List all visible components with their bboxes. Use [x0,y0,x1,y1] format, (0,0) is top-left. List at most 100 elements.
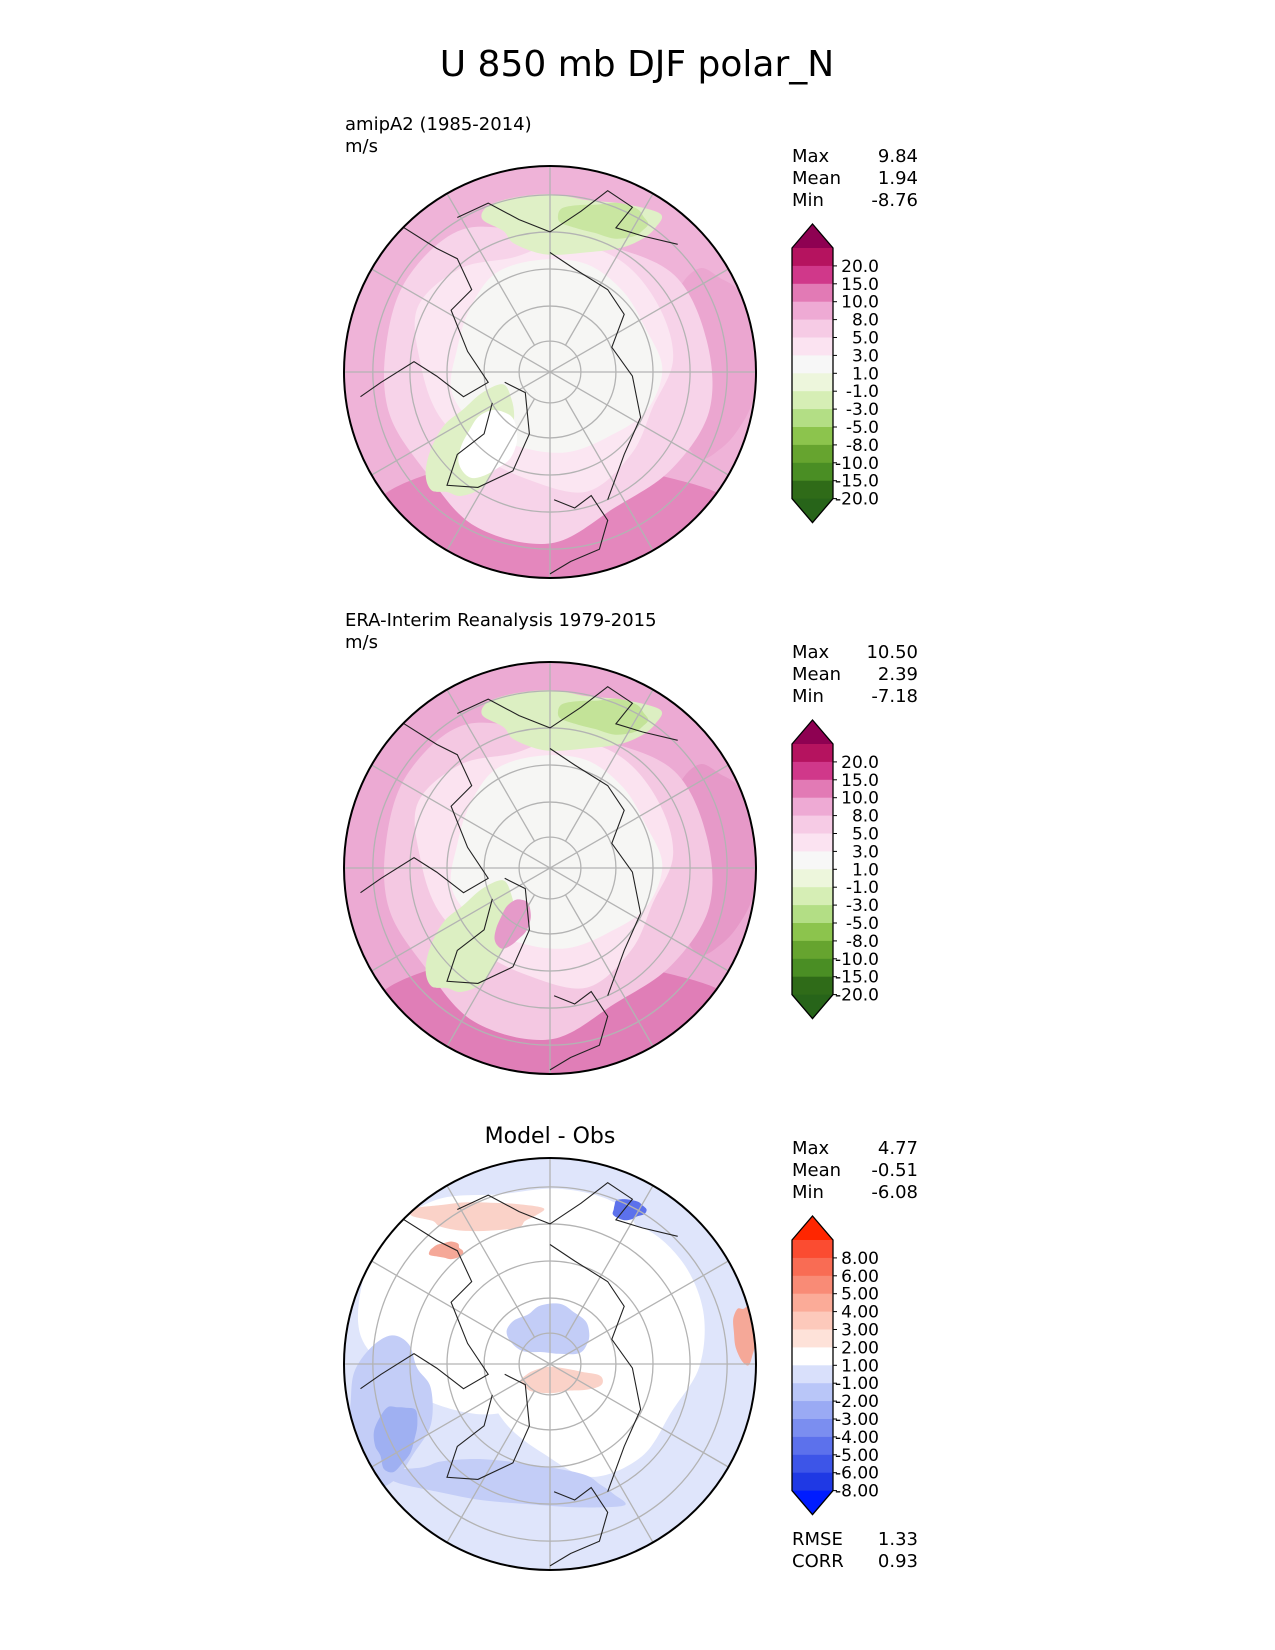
polar-map [343,1157,757,1571]
panel-heading: amipA2 (1985-2014) [345,114,532,135]
panel-heading: Model - Obs [485,1124,616,1149]
colorbar-segment [792,462,833,482]
coastline [549,1486,609,1567]
field-blue-spot [612,1199,647,1221]
colorbar-segment [792,409,833,428]
colorbar-segment [792,283,833,303]
colorbar: 8.006.005.004.003.002.001.00-1.00-2.00-3… [791,1214,879,1516]
stat-max-label: Max [792,642,830,663]
stat-min-label: Min [792,686,824,707]
stat-min-label: Min [792,190,824,211]
coastline [360,1215,489,1390]
meridian-line [576,386,729,476]
colorbar-segment [792,1436,833,1456]
panel-units: m/s [345,632,378,653]
coastline [549,990,609,1071]
stat-max-label: Max [792,146,830,167]
coastline [446,381,530,488]
meridian-line [446,398,536,551]
colorbar-segment [792,1293,833,1312]
stat-mean-value: 1.94 [878,168,918,189]
meridian-line [371,386,524,476]
colorbar-label: 1.00 [841,1356,879,1376]
colorbar-label: -8.00 [835,1482,879,1502]
colorbar-segment [792,1454,833,1474]
stat-min-value: -8.76 [871,190,918,211]
colorbar-segment [792,319,833,338]
colorbar-label: -20.0 [835,986,879,1006]
graticule [344,662,756,1074]
field-red-north [409,1202,545,1232]
colorbar-segment [792,1257,833,1277]
colorbar-label: 10.0 [841,293,879,313]
error-stats: RMSE 1.33 CORR 0.93 [792,1529,918,1572]
colorbar-label: -15.0 [835,968,879,988]
colorbar-segment [792,301,833,320]
colorbar-label: -6.00 [835,1464,879,1484]
colorbar-label: -20.0 [835,490,879,510]
graticule [344,166,756,578]
meridian-line [446,689,536,842]
panel-heading: ERA-Interim Reanalysis 1979-2015 [345,610,657,631]
colorbar-segment [792,1365,833,1384]
meridian-line [564,398,654,551]
colorbar-label: -2.00 [835,1392,879,1412]
colorbar-segment [792,940,833,960]
colorbar-segment [792,851,833,870]
colorbar-label: 3.0 [852,346,879,366]
meridian-line [564,689,654,842]
meridian-line [371,1378,524,1468]
colorbar-segment [792,1311,833,1330]
colorbar: 20.015.010.08.05.03.01.0-1.0-3.0-5.0-8.0… [791,222,879,524]
colorbar-segment [792,1329,833,1348]
colorbar-label: 20.0 [841,257,879,277]
meridian-line [576,268,729,358]
colorbar-segment [792,905,833,924]
colorbar-segment [792,779,833,799]
coastline [360,719,489,894]
colorbar-segment [792,480,833,499]
colorbar-label: -5.0 [846,914,879,934]
stat-mean-label: Mean [792,1160,841,1181]
meridian-line [576,1260,729,1350]
colorbar-segment [792,1419,833,1438]
field-white-greenland [458,409,518,479]
colorbar-segment [792,833,833,852]
colorbar-label: -3.0 [846,400,879,420]
field-blue-band [386,1459,626,1508]
meridian-line [371,268,524,358]
meridian-line [446,1390,536,1543]
meridian-line [564,1185,654,1338]
coastline [549,748,642,996]
colorbar-label: -10.0 [835,454,879,474]
field-blue-pole [506,1303,590,1355]
coastline [549,494,609,575]
panel-reference: ERA-Interim Reanalysis 1979-2015 m/s Max… [343,610,918,1075]
colorbar-extend-bottom [792,498,833,523]
colorbar-segment [792,815,833,834]
panel-units: m/s [345,136,378,157]
stat-max-value: 9.84 [878,146,918,167]
meridian-line [522,1347,578,1381]
colorbar-label: 8.0 [852,311,879,331]
meridian-line [446,193,536,346]
map-boundary [343,165,757,579]
colorbar-label: -1.0 [846,878,879,898]
stats-block: Max 10.50 Mean 2.39 Min -7.18 [792,642,918,707]
meridian-line [371,882,524,972]
colorbar-segment [792,355,833,374]
coastline [446,877,530,984]
meridian-line [446,1185,536,1338]
colorbar-label: -1.00 [835,1374,879,1394]
figure-title: U 850 mb DJF polar_N [440,44,834,85]
stat-corr-value: 0.93 [878,1551,918,1572]
panel-diff: Model - Obs Max 4.77 Mean -0.51 Min -6.0… [343,1124,918,1572]
colorbar-label: 5.00 [841,1285,879,1305]
colorbar-label: 1.0 [852,364,879,384]
colorbar-segment [792,1275,833,1295]
colorbar-segment [792,1240,833,1259]
meridian-line [522,851,578,885]
colorbar-extend-bottom [792,1490,833,1515]
meridian-line [371,764,524,854]
